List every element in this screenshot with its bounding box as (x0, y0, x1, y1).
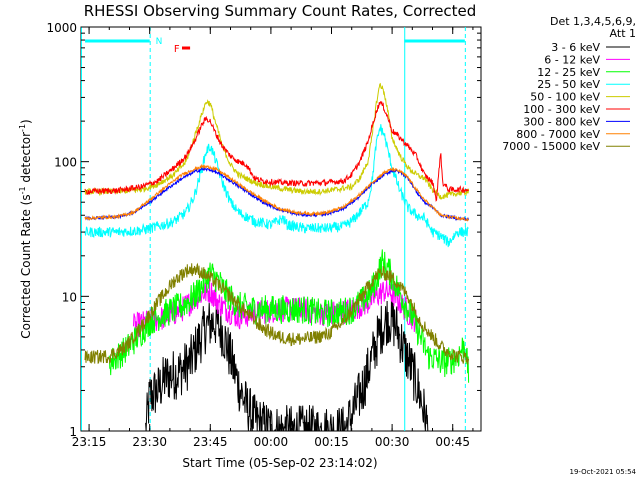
series-line (84, 124, 469, 248)
footer-timestamp: 19-Oct-2021 05:54 (570, 468, 637, 476)
series-line (84, 166, 470, 222)
night-label: N (156, 37, 163, 47)
y-axis-label-part: ) (19, 119, 33, 124)
legend-label: 12 - 25 keV (537, 66, 600, 79)
x-tick-label: 00:30 (375, 435, 410, 449)
series-line (84, 82, 470, 200)
flare-label: F (174, 44, 180, 55)
series-line (84, 163, 470, 222)
series-line (84, 100, 469, 202)
x-tick-label: 23:45 (193, 435, 228, 449)
series-layer (84, 82, 470, 432)
legend-label: 50 - 100 keV (530, 91, 600, 104)
y-axis-label-part: Corrected Count Rate (s (19, 194, 33, 338)
x-tick-label: 00:15 (314, 435, 349, 449)
series-line (84, 262, 470, 365)
y-axis-label: Corrected Count Rate (s-1 detector-1) (18, 119, 33, 338)
x-tick-label: 00:00 (254, 435, 289, 449)
legend-label: 6 - 12 keV (544, 53, 600, 66)
legend-header-detectors: Det 1,3,4,5,6,9, (550, 15, 636, 28)
legend-header-attenuator: Att 1 (610, 27, 636, 40)
y-tick-label: 10 (62, 290, 77, 304)
series-line (108, 249, 470, 383)
x-tick-label: 23:30 (132, 435, 167, 449)
legend-label: 300 - 800 keV (523, 115, 600, 128)
axes: 23:15 23:30 23:45 00:00 00:15 00:30 00:45 1 10 10… (46, 21, 481, 449)
legend-label: 25 - 50 keV (537, 78, 600, 91)
y-tick-label: 1 (69, 425, 77, 439)
y-axis-label-exponent: -1 (18, 186, 27, 194)
y-tick-label: 100 (54, 156, 77, 170)
legend-label: 100 - 300 keV (523, 103, 600, 116)
x-axis-label: Start Time (05-Sep-02 23:14:02) (182, 456, 377, 470)
x-tick-label: 23:15 (72, 435, 107, 449)
y-tick-label: 1000 (46, 21, 77, 35)
legend-label: 7000 - 15000 keV (502, 140, 600, 153)
legend-label: 3 - 6 keV (551, 41, 600, 54)
annotation-layer (81, 27, 466, 431)
plot-area: 23:15 23:30 23:45 00:00 00:15 00:30 00:45 1 10 10… (46, 21, 482, 449)
series-line (145, 295, 429, 432)
y-axis-label-part: detector (19, 132, 33, 187)
x-tick-label: 00:45 (435, 435, 470, 449)
chart-title: RHESSI Observing Summary Count Rates, Co… (84, 2, 477, 20)
y-axis-label-exponent: -1 (18, 124, 27, 132)
legend-label: 800 - 7000 keV (516, 128, 600, 141)
